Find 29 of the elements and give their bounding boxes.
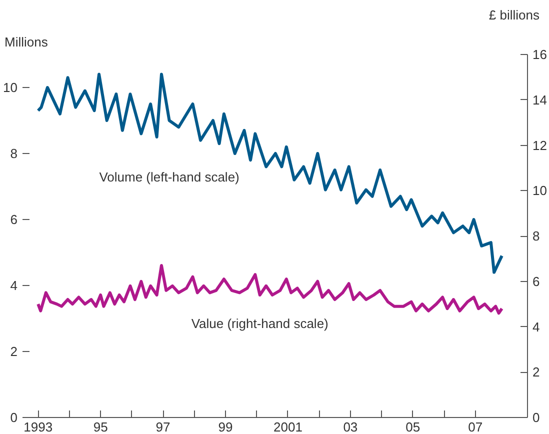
line-series xyxy=(36,264,504,315)
y2-tick-label: 0 xyxy=(532,410,540,425)
y-tick-label: 10 xyxy=(3,80,18,95)
y2-tick-label: 12 xyxy=(532,138,547,153)
y2-tick-label: 6 xyxy=(532,274,540,289)
y2-tick-label: 16 xyxy=(532,47,547,62)
y2-axis-title: £ billions xyxy=(488,8,540,22)
x-tick-label: 05 xyxy=(406,420,420,434)
x-tick-label: 97 xyxy=(156,420,170,434)
series-label: Volume (left-hand scale) xyxy=(99,169,240,184)
x-tick-label: 99 xyxy=(218,420,233,434)
y-tick-label: 4 xyxy=(10,278,18,293)
y-axis-title: Millions xyxy=(4,34,48,50)
y-tick-label: 2 xyxy=(10,344,18,359)
series-label: Value (right-hand scale) xyxy=(191,316,328,331)
y2-tick-label: 8 xyxy=(532,228,540,244)
x-tick-label: 2001 xyxy=(274,420,302,434)
y-tick-label: 0 xyxy=(10,410,18,425)
y2-tick-label: 14 xyxy=(532,92,547,108)
y2-tick-label: 2 xyxy=(532,364,540,380)
x-tick-label: 07 xyxy=(468,420,483,434)
x-tick-label: 1993 xyxy=(24,420,53,434)
y-tick-label: 6 xyxy=(10,212,18,227)
y-tick-label: 8 xyxy=(10,146,18,161)
x-tick-label: 95 xyxy=(93,420,108,434)
y2-tick-label: 10 xyxy=(532,183,547,198)
y2-tick-label: 4 xyxy=(532,319,540,334)
x-tick-label: 03 xyxy=(343,420,358,434)
line-series xyxy=(36,72,504,274)
